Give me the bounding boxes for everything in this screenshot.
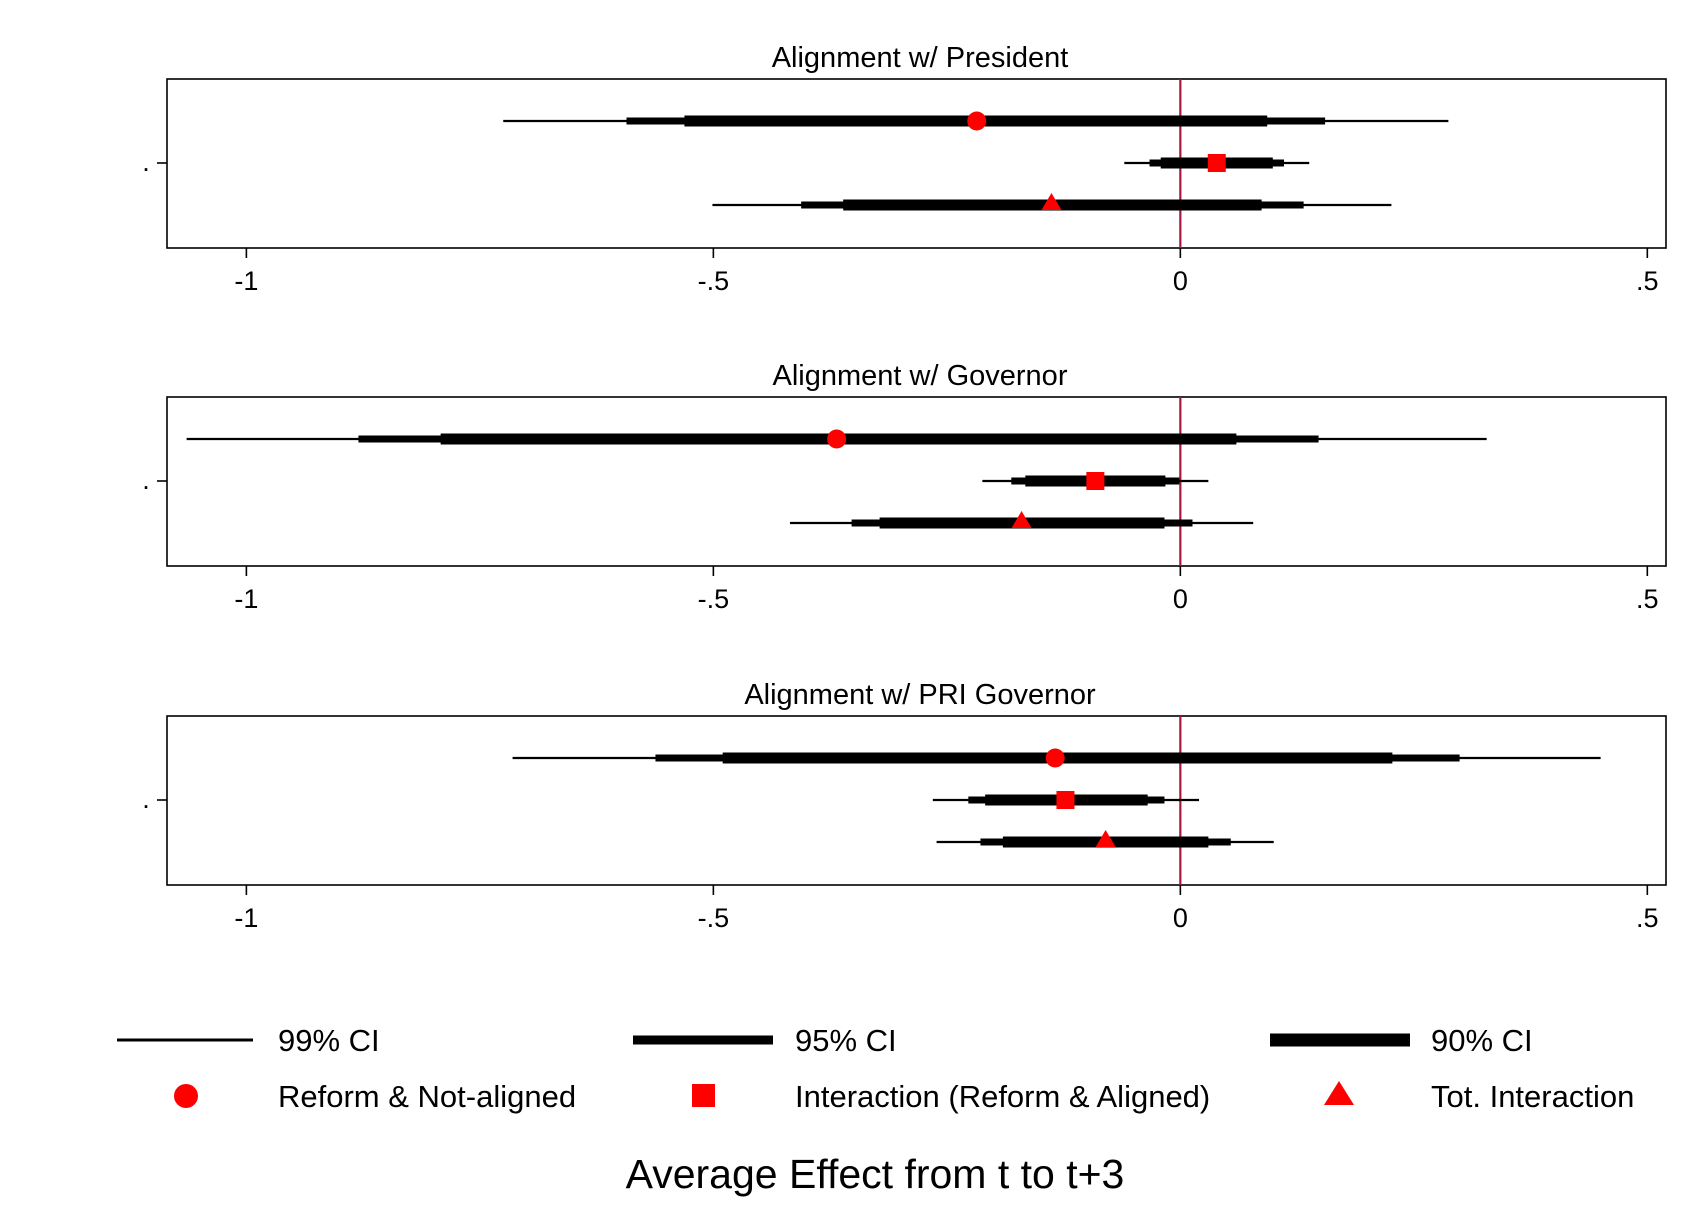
- panel-3-square-marker: [1056, 791, 1075, 809]
- panel-2-x-tick-label: -1: [234, 584, 258, 614]
- legend-square-marker: [692, 1084, 715, 1107]
- panel-1-x-tick-label: 0: [1173, 266, 1188, 296]
- panel-2-y-tick-label: .: [142, 465, 150, 495]
- panel-3-triangle-marker: [1095, 830, 1116, 847]
- legend-circle-label: Reform & Not-aligned: [278, 1079, 576, 1114]
- panel-3-y-axis: .: [142, 784, 167, 814]
- panel-1-x-tick-label: -.5: [698, 266, 730, 296]
- panel-3-circle-marker: [1045, 748, 1065, 768]
- panel-3-x-tick-label: -1: [234, 903, 258, 933]
- panel-2-square-marker: [1086, 472, 1105, 490]
- panel-1-circle-marker: [967, 111, 987, 131]
- legend-circle-marker: [174, 1084, 198, 1108]
- panel-3-frame: [166, 715, 1667, 886]
- legend-ci90-label: 90% CI: [1431, 1023, 1533, 1058]
- panel-3-x-tick-label: 0: [1173, 903, 1188, 933]
- panel-2-triangle-marker: [1011, 511, 1032, 528]
- panel-2-circle-marker: [827, 429, 847, 449]
- panel-3-plot: [512, 716, 1601, 885]
- panel-2-x-axis: -1 -.5 0 .5: [234, 566, 1659, 614]
- panel-2-y-axis: .: [142, 465, 167, 495]
- panel-2-frame: [166, 396, 1667, 567]
- panel-1-frame: [166, 78, 1667, 249]
- panel-1-square-marker: [1207, 154, 1226, 172]
- panel-2-title: Alignment w/ Governor: [773, 360, 1068, 392]
- panel-3-x-axis: -1 -.5 0 .5: [234, 885, 1659, 933]
- panel-1-y-tick-label: .: [142, 147, 150, 177]
- panel-3-x-tick-label: -.5: [698, 903, 730, 933]
- panel-1-y-axis: .: [142, 147, 167, 177]
- panel-3-y-tick-label: .: [142, 784, 150, 814]
- panel-2-plot: [186, 397, 1487, 566]
- legend-triangle-label: Tot. Interaction: [1431, 1079, 1634, 1114]
- legend-triangle-marker: [1324, 1081, 1354, 1105]
- panel-1: Alignment w/ President -1 -.5 0 .5 .: [142, 42, 1667, 296]
- panel-1-title: Alignment w/ President: [772, 42, 1069, 74]
- panel-1-triangle-marker: [1041, 193, 1062, 210]
- panel-3-title: Alignment w/ PRI Governor: [744, 679, 1096, 711]
- panel-1-x-tick-label: -1: [234, 266, 258, 296]
- x-axis-title: Average Effect from t to t+3: [626, 1151, 1125, 1197]
- legend-ci95-label: 95% CI: [795, 1023, 897, 1058]
- panel-1-x-axis: -1 -.5 0 .5: [234, 248, 1659, 296]
- panel-3: Alignment w/ PRI Governor -1 -.5 0 .5 .: [142, 679, 1667, 933]
- legend-square-label: Interaction (Reform & Aligned): [795, 1079, 1210, 1114]
- legend-ci99-label: 99% CI: [278, 1023, 380, 1058]
- panel-2-x-tick-label: -.5: [698, 584, 730, 614]
- legend: 99% CI 95% CI 90% CI Reform & Not-aligne…: [117, 1023, 1634, 1114]
- panel-3-x-tick-label: .5: [1636, 903, 1659, 933]
- panel-2: Alignment w/ Governor -1 -.5 0 .5 .: [142, 360, 1667, 614]
- panel-2-x-tick-label: .5: [1636, 584, 1659, 614]
- panel-2-x-tick-label: 0: [1173, 584, 1188, 614]
- panel-1-x-tick-label: .5: [1636, 266, 1659, 296]
- panel-1-plot: [503, 79, 1449, 248]
